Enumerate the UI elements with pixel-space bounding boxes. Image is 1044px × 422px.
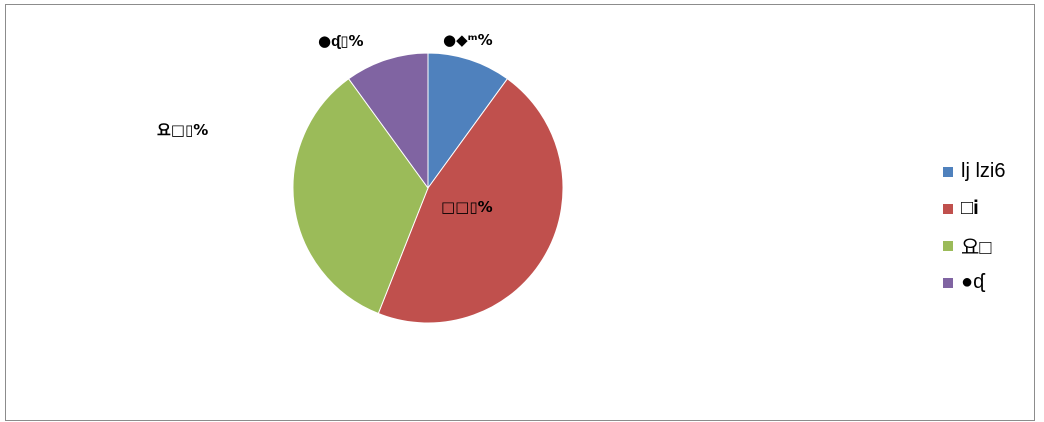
legend-label: ●ᶑ xyxy=(961,271,985,293)
legend-item-4: ●ᶑ xyxy=(943,271,1038,294)
legend-item-3: 요□ xyxy=(943,234,1038,259)
legend-swatch xyxy=(943,166,953,177)
pie-slice-3 xyxy=(292,78,429,315)
pie-slice-1 xyxy=(427,52,509,190)
data-label-4: ●ᶑ▯% xyxy=(318,32,364,50)
legend-swatch xyxy=(943,203,953,214)
legend-swatch xyxy=(943,277,953,288)
pie-slice-2 xyxy=(377,78,564,324)
legend-item-1: lj lzi6 xyxy=(943,160,1038,183)
data-label-3: 요□▯% xyxy=(157,121,208,139)
data-label-2: □□▯% xyxy=(441,198,493,216)
data-label-1: ●◆ᵐ% xyxy=(443,31,493,49)
pie-slices xyxy=(292,52,564,324)
legend-swatch xyxy=(943,240,953,251)
legend-item-2: □𝐢 xyxy=(943,197,1038,220)
pie-slice-4 xyxy=(347,52,429,190)
legend-label: □𝐢 xyxy=(961,197,979,219)
legend: lj lzi6 □𝐢 요□ ●ᶑ xyxy=(943,160,1038,308)
legend-label: lj lzi6 xyxy=(961,160,1006,182)
legend-label: 요□ xyxy=(961,237,992,259)
pie-data-labels: ●◆ᵐ% □□▯% 요□▯% ●ᶑ▯% xyxy=(157,31,493,216)
